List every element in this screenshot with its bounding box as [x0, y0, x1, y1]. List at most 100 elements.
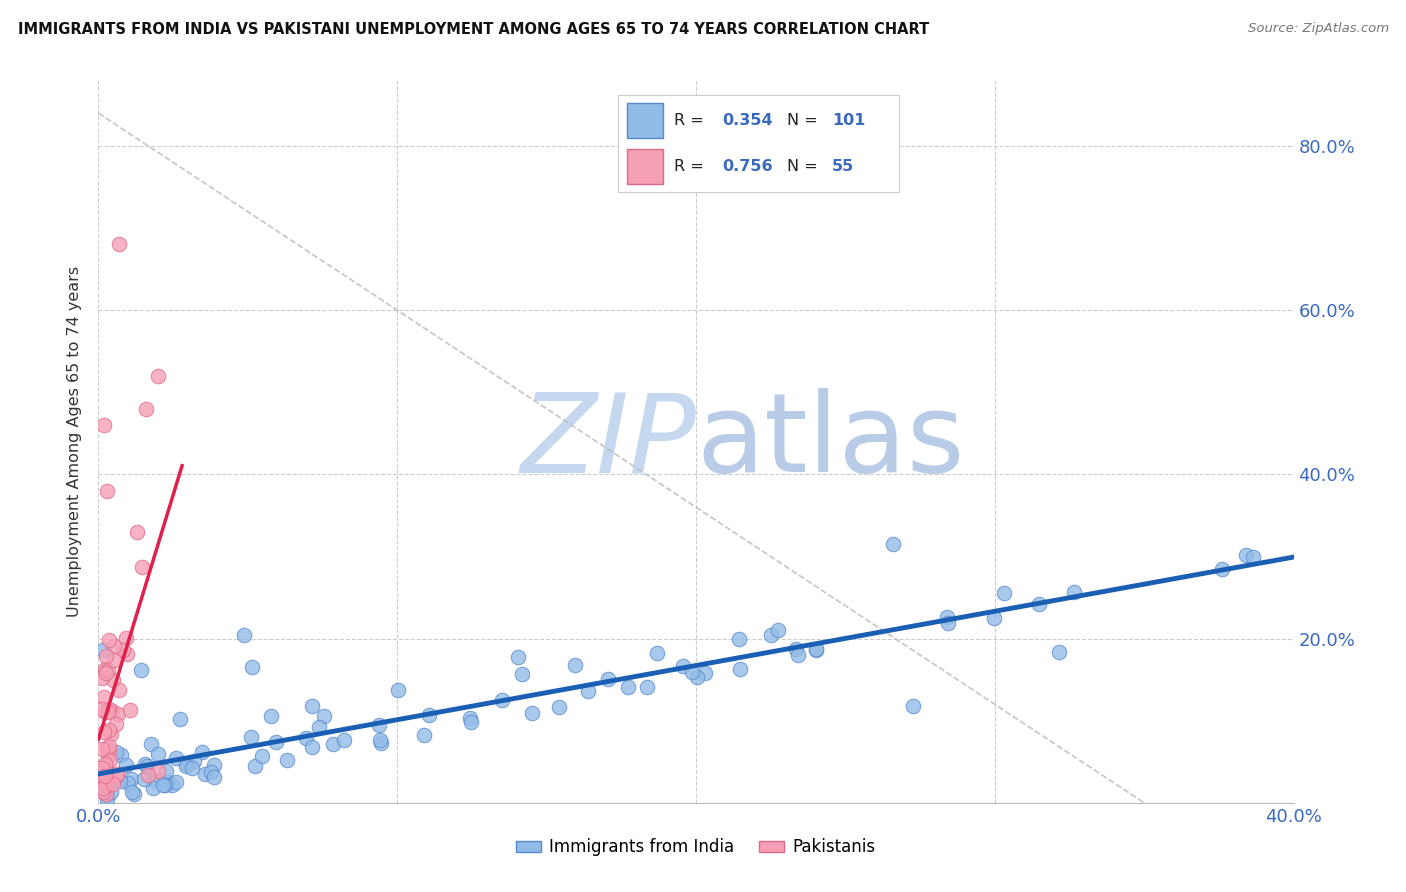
Immigrants from India: [239, 730, 262, 744]
Pakistanis: [136, 768, 159, 782]
Immigrants from India: [135, 759, 157, 773]
Immigrants from India: [693, 665, 716, 680]
Pakistanis: [148, 368, 170, 383]
Immigrants from India: [636, 681, 658, 695]
Pakistanis: [131, 560, 153, 574]
Pakistanis: [112, 643, 135, 657]
Pakistanis: [120, 703, 142, 717]
Immigrants from India: [520, 706, 543, 720]
Immigrants from India: [141, 737, 163, 751]
Pakistanis: [97, 723, 120, 738]
Immigrants from India: [174, 759, 197, 773]
Immigrants from India: [120, 772, 142, 787]
Pakistanis: [100, 727, 122, 741]
Immigrants from India: [368, 718, 391, 732]
Immigrants from India: [512, 667, 534, 681]
Pakistanis: [115, 631, 138, 645]
Pakistanis: [91, 770, 114, 784]
Immigrants from India: [202, 770, 225, 784]
Pakistanis: [94, 705, 117, 719]
Immigrants from India: [183, 755, 205, 769]
Pakistanis: [96, 649, 118, 664]
Immigrants from India: [169, 712, 191, 726]
Immigrants from India: [506, 650, 529, 665]
Immigrants from India: [91, 642, 114, 657]
Immigrants from India: [787, 648, 810, 663]
Immigrants from India: [94, 762, 117, 776]
Pakistanis: [103, 653, 125, 667]
Pakistanis: [98, 739, 121, 753]
Immigrants from India: [194, 767, 217, 781]
Immigrants from India: [491, 693, 513, 707]
Immigrants from India: [458, 711, 481, 725]
Pakistanis: [93, 690, 115, 704]
Immigrants from India: [333, 732, 356, 747]
Pakistanis: [97, 748, 120, 763]
Pakistanis: [104, 769, 127, 783]
Immigrants from India: [295, 731, 318, 745]
Immigrants from India: [882, 536, 904, 550]
Immigrants from India: [1211, 562, 1233, 576]
Immigrants from India: [804, 643, 827, 657]
Pakistanis: [94, 778, 117, 792]
Immigrants from India: [114, 758, 136, 772]
Immigrants from India: [200, 764, 222, 779]
Immigrants from India: [1047, 645, 1070, 659]
Immigrants from India: [1241, 549, 1264, 564]
Immigrants from India: [370, 735, 392, 749]
Pakistanis: [101, 777, 124, 791]
Immigrants from India: [134, 757, 156, 772]
Immigrants from India: [301, 699, 323, 714]
Immigrants from India: [728, 662, 751, 676]
Pakistanis: [98, 743, 121, 757]
Immigrants from India: [243, 759, 266, 773]
Immigrants from India: [312, 709, 335, 723]
Immigrants from India: [155, 779, 177, 793]
Immigrants from India: [681, 665, 703, 680]
Immigrants from India: [671, 659, 693, 673]
Immigrants from India: [91, 784, 114, 798]
Immigrants from India: [936, 610, 959, 624]
Immigrants from India: [250, 749, 273, 764]
Immigrants from India: [768, 624, 790, 638]
Immigrants from India: [91, 780, 114, 795]
Immigrants from India: [598, 672, 620, 686]
Pakistanis: [91, 785, 114, 799]
Pakistanis: [94, 769, 117, 783]
Immigrants from India: [100, 784, 122, 798]
Immigrants from India: [240, 660, 263, 674]
Pakistanis: [94, 776, 117, 790]
Immigrants from India: [105, 769, 128, 783]
Immigrants from India: [162, 778, 184, 792]
Immigrants from India: [180, 761, 202, 775]
Pakistanis: [98, 633, 121, 648]
Immigrants from India: [134, 772, 156, 786]
Immigrants from India: [322, 738, 344, 752]
Immigrants from India: [460, 715, 482, 730]
Immigrants from India: [142, 781, 165, 796]
Immigrants from India: [176, 756, 198, 771]
Immigrants from India: [104, 745, 127, 759]
Pakistanis: [108, 683, 131, 698]
Pakistanis: [107, 707, 129, 722]
Pakistanis: [97, 706, 120, 720]
Immigrants from India: [806, 642, 828, 657]
Immigrants from India: [148, 747, 170, 761]
Immigrants from India: [418, 707, 440, 722]
Immigrants from India: [121, 785, 143, 799]
Immigrants from India: [617, 680, 640, 694]
Immigrants from India: [276, 753, 298, 767]
Immigrants from India: [152, 778, 174, 792]
Immigrants from India: [1234, 548, 1257, 562]
Pakistanis: [94, 662, 117, 676]
Immigrants from India: [191, 745, 214, 759]
Immigrants from India: [564, 657, 586, 672]
Immigrants from India: [368, 733, 391, 747]
Pakistanis: [90, 772, 112, 786]
Immigrants from India: [165, 750, 187, 764]
Immigrants from India: [142, 772, 165, 787]
Pakistanis: [93, 780, 115, 795]
Pakistanis: [97, 663, 120, 677]
Immigrants from India: [901, 698, 924, 713]
Immigrants from India: [387, 682, 409, 697]
